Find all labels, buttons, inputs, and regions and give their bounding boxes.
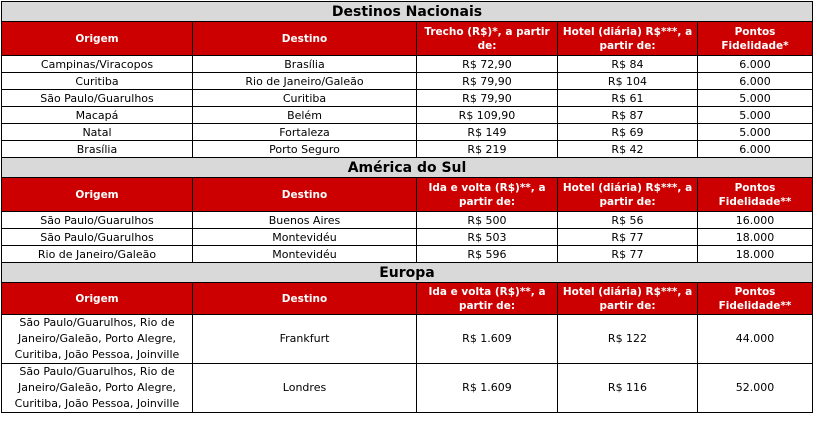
header-row: Origem Destino Ida e volta (R$)**, a par… (1, 177, 814, 212)
cell-hotel: R$ 69 (557, 123, 698, 141)
cell-pontos: 5.000 (696, 106, 814, 124)
cell-destino: Belém (192, 106, 417, 124)
cell-origem: Macapá (1, 106, 193, 124)
header-hotel: Hotel (diária) R$***, a partir de: (557, 177, 698, 212)
cell-preco: R$ 72,90 (416, 55, 558, 73)
cell-destino: Frankfurt (192, 314, 417, 364)
cell-origem: Campinas/Viracopos (1, 55, 193, 73)
cell-destino: Montevidéu (192, 228, 417, 246)
cell-pontos: 5.000 (696, 123, 814, 141)
header-origem: Origem (1, 282, 193, 315)
section-title: Destinos Nacionais (0, 1, 814, 22)
cell-destino: Fortaleza (192, 123, 417, 141)
table-row: São Paulo/Guarulhos Montevidéu R$ 503 R$… (1, 228, 814, 246)
section-europa: Europa (0, 262, 814, 283)
section-america-do-sul: América do Sul (0, 157, 814, 178)
cell-preco: R$ 1.609 (416, 314, 558, 364)
cell-pontos: 52.000 (696, 363, 814, 413)
cell-hotel: R$ 42 (557, 140, 698, 158)
cell-origem: Natal (1, 123, 193, 141)
cell-hotel: R$ 61 (557, 89, 698, 107)
cell-pontos: 16.000 (696, 211, 814, 229)
header-row: Origem Destino Trecho (R$)*, a partir de… (1, 21, 814, 56)
header-destino: Destino (192, 177, 417, 212)
header-preco: Trecho (R$)*, a partir de: (416, 21, 558, 56)
cell-origem: Curitiba (1, 72, 193, 90)
cell-hotel: R$ 77 (557, 245, 698, 263)
cell-destino: Montevidéu (192, 245, 417, 263)
header-preco: Ida e volta (R$)**, a partir de: (416, 282, 558, 315)
cell-origem: São Paulo/Guarulhos, Rio de Janeiro/Gale… (1, 363, 193, 413)
cell-pontos: 6.000 (696, 72, 814, 90)
cell-preco: R$ 1.609 (416, 363, 558, 413)
cell-preco: R$ 149 (416, 123, 558, 141)
cell-origem: Rio de Janeiro/Galeão (1, 245, 193, 263)
section-destinos-nacionais: Destinos Nacionais (0, 1, 814, 22)
cell-origem: Brasília (1, 140, 193, 158)
cell-destino: Porto Seguro (192, 140, 417, 158)
cell-origem: São Paulo/Guarulhos, Rio de Janeiro/Gale… (1, 314, 193, 364)
header-hotel: Hotel (diária) R$***, a partir de: (557, 282, 698, 315)
table-row: Rio de Janeiro/Galeão Montevidéu R$ 596 … (1, 245, 814, 263)
header-hotel: Hotel (diária) R$***, a partir de: (557, 21, 698, 56)
cell-destino: Rio de Janeiro/Galeão (192, 72, 417, 90)
cell-preco: R$ 596 (416, 245, 558, 263)
cell-hotel: R$ 56 (557, 211, 698, 229)
cell-hotel: R$ 104 (557, 72, 698, 90)
header-pontos: Pontos Fidelidade* (696, 21, 814, 56)
cell-destino: Buenos Aires (192, 211, 417, 229)
table-row: São Paulo/Guarulhos, Rio de Janeiro/Gale… (1, 363, 814, 413)
cell-pontos: 6.000 (696, 140, 814, 158)
cell-hotel: R$ 77 (557, 228, 698, 246)
fares-table: Destinos Nacionais Origem Destino Trecho… (0, 1, 814, 413)
section-title: Europa (0, 262, 814, 283)
cell-hotel: R$ 87 (557, 106, 698, 124)
cell-preco: R$ 500 (416, 211, 558, 229)
header-destino: Destino (192, 21, 417, 56)
section-title: América do Sul (0, 157, 814, 178)
header-row: Origem Destino Ida e volta (R$)**, a par… (1, 282, 814, 315)
header-origem: Origem (1, 177, 193, 212)
cell-origem: São Paulo/Guarulhos (1, 211, 193, 229)
cell-hotel: R$ 84 (557, 55, 698, 73)
cell-preco: R$ 79,90 (416, 72, 558, 90)
header-pontos: Pontos Fidelidade** (696, 177, 814, 212)
cell-hotel: R$ 116 (557, 363, 698, 413)
cell-preco: R$ 219 (416, 140, 558, 158)
table-row: Campinas/Viracopos Brasília R$ 72,90 R$ … (1, 55, 814, 73)
table-row: São Paulo/Guarulhos Curitiba R$ 79,90 R$… (1, 89, 814, 107)
cell-destino: Brasília (192, 55, 417, 73)
table-row: São Paulo/Guarulhos, Rio de Janeiro/Gale… (1, 314, 814, 364)
table-row: Curitiba Rio de Janeiro/Galeão R$ 79,90 … (1, 72, 814, 90)
cell-pontos: 5.000 (696, 89, 814, 107)
cell-destino: Londres (192, 363, 417, 413)
cell-preco: R$ 503 (416, 228, 558, 246)
cell-origem: São Paulo/Guarulhos (1, 228, 193, 246)
header-pontos: Pontos Fidelidade** (696, 282, 814, 315)
cell-pontos: 6.000 (696, 55, 814, 73)
header-destino: Destino (192, 282, 417, 315)
table-row: Natal Fortaleza R$ 149 R$ 69 5.000 (1, 123, 814, 141)
header-preco: Ida e volta (R$)**, a partir de: (416, 177, 558, 212)
cell-pontos: 44.000 (696, 314, 814, 364)
table-row: São Paulo/Guarulhos Buenos Aires R$ 500 … (1, 211, 814, 229)
table-row: Brasília Porto Seguro R$ 219 R$ 42 6.000 (1, 140, 814, 158)
cell-destino: Curitiba (192, 89, 417, 107)
cell-pontos: 18.000 (696, 245, 814, 263)
cell-pontos: 18.000 (696, 228, 814, 246)
cell-preco: R$ 109,90 (416, 106, 558, 124)
cell-preco: R$ 79,90 (416, 89, 558, 107)
cell-hotel: R$ 122 (557, 314, 698, 364)
cell-origem: São Paulo/Guarulhos (1, 89, 193, 107)
table-row: Macapá Belém R$ 109,90 R$ 87 5.000 (1, 106, 814, 124)
header-origem: Origem (1, 21, 193, 56)
